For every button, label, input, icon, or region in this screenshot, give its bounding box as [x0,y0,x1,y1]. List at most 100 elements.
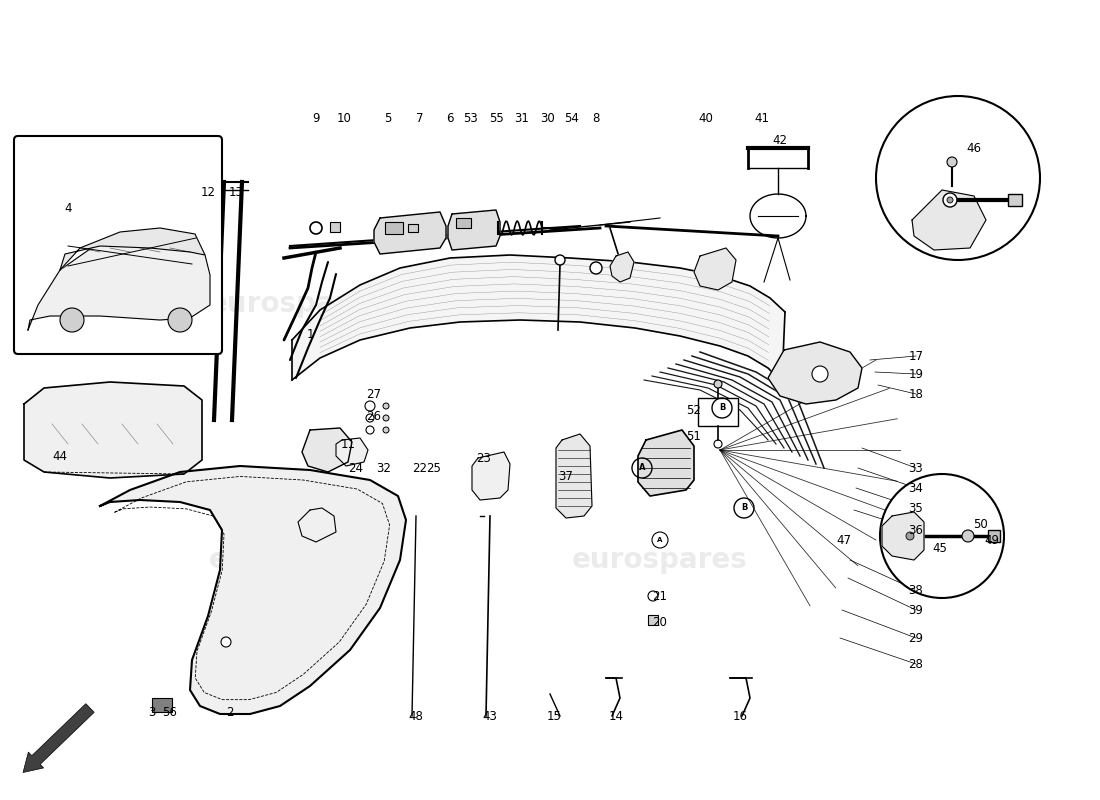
Circle shape [168,308,192,332]
Circle shape [812,366,828,382]
Polygon shape [768,342,862,404]
Text: 43: 43 [483,710,497,722]
Polygon shape [374,212,446,254]
Text: 13: 13 [229,186,243,198]
Bar [152,698,172,712]
Text: 30: 30 [540,111,556,125]
Circle shape [902,528,918,544]
Circle shape [962,530,974,542]
Text: 34: 34 [909,482,923,494]
Polygon shape [336,438,368,466]
Text: 16: 16 [733,710,748,722]
Text: 40: 40 [698,111,714,125]
Text: 12: 12 [200,186,216,198]
Text: A: A [658,537,662,543]
Text: 50: 50 [972,518,988,530]
Text: 51: 51 [686,430,702,442]
Text: 38: 38 [909,583,923,597]
Bar [408,224,418,232]
Text: 19: 19 [909,367,924,381]
Bar [385,222,403,234]
Text: 39: 39 [909,603,923,617]
Text: 47: 47 [836,534,851,546]
Text: 56: 56 [163,706,177,718]
Text: 46: 46 [967,142,981,154]
Text: 26: 26 [366,410,382,422]
Text: 4: 4 [64,202,72,214]
Text: 9: 9 [312,111,320,125]
Circle shape [648,591,658,601]
Text: 55: 55 [488,111,504,125]
Polygon shape [60,228,205,270]
Text: 28: 28 [909,658,923,670]
Text: 45: 45 [933,542,947,554]
Circle shape [590,262,602,274]
Text: 36: 36 [909,523,923,537]
Text: 27: 27 [366,387,382,401]
Polygon shape [610,252,634,282]
Bar [648,615,658,625]
Text: 17: 17 [909,350,924,362]
Text: 48: 48 [408,710,424,722]
Text: 24: 24 [349,462,363,474]
Polygon shape [448,210,501,250]
Text: 6: 6 [447,111,453,125]
Text: 22: 22 [412,462,428,474]
Circle shape [365,401,375,411]
FancyBboxPatch shape [14,136,222,354]
Circle shape [383,427,389,433]
Circle shape [221,637,231,647]
Text: 15: 15 [547,710,561,722]
Circle shape [310,222,322,234]
Polygon shape [292,255,785,382]
FancyArrow shape [23,704,95,773]
Polygon shape [472,452,510,500]
Polygon shape [28,235,210,330]
Text: B: B [740,503,747,513]
Text: 20: 20 [652,615,668,629]
Text: 5: 5 [384,111,392,125]
Text: 7: 7 [416,111,424,125]
Text: 21: 21 [652,590,668,602]
Text: 18: 18 [909,387,923,401]
Text: 54: 54 [564,111,580,125]
Circle shape [366,414,374,422]
Bar [330,222,340,232]
Bar [1008,194,1022,206]
Circle shape [943,193,957,207]
Text: 29: 29 [909,631,924,645]
Text: 41: 41 [755,111,770,125]
Circle shape [947,197,953,203]
Polygon shape [302,428,352,472]
Circle shape [383,403,389,409]
Text: eurospares: eurospares [572,290,748,318]
Text: 31: 31 [515,111,529,125]
Circle shape [906,532,914,540]
Text: 25: 25 [427,462,441,474]
Circle shape [366,426,374,434]
Text: eurospares: eurospares [572,546,748,574]
Text: 32: 32 [376,462,392,474]
Text: 49: 49 [984,534,1000,546]
Circle shape [876,96,1040,260]
Polygon shape [882,512,924,560]
Bar [456,218,471,228]
Text: 8: 8 [592,111,600,125]
Text: 10: 10 [337,111,351,125]
Circle shape [556,255,565,265]
Text: 52: 52 [686,403,702,417]
Text: 37: 37 [559,470,573,482]
Circle shape [880,474,1004,598]
Text: eurospares: eurospares [209,290,385,318]
Text: 23: 23 [476,451,492,465]
Circle shape [714,380,722,388]
Text: 3: 3 [148,706,156,718]
Polygon shape [298,508,336,542]
Text: 14: 14 [608,710,624,722]
Circle shape [947,157,957,167]
Text: A: A [639,463,646,473]
Circle shape [60,308,84,332]
Text: 11: 11 [341,438,355,450]
Text: 1: 1 [306,329,313,342]
Text: 2: 2 [227,706,233,718]
